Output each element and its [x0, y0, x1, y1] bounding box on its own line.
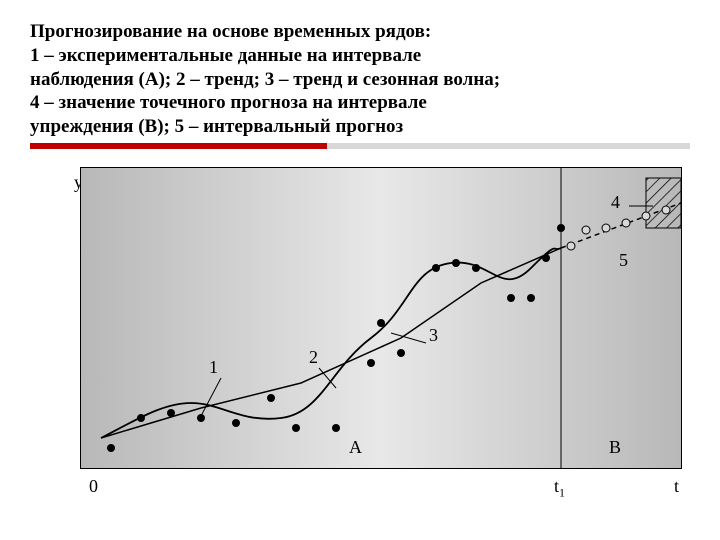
t1-sub: 1 — [559, 485, 565, 499]
title-line-3: наблюдения (А); 2 – тренд; 3 – тренд и с… — [30, 69, 500, 90]
origin-text: 0 — [89, 476, 98, 496]
label-1: 1 — [209, 358, 218, 376]
label-A: A — [349, 438, 362, 456]
t1-label: t1 — [550, 477, 569, 499]
title-line-5: упреждения (В); 5 – интервальный прогноз — [30, 116, 403, 137]
label-5: 5 — [619, 251, 628, 269]
slide-title: Прогнозирование на основе временных рядо… — [30, 20, 690, 139]
title-line-4: 4 – значение точечного прогноза на интер… — [30, 92, 427, 113]
chart-svg — [81, 168, 681, 468]
label-B: B — [609, 438, 621, 456]
title-underline — [30, 143, 690, 149]
title-line-1: Прогнозирование на основе временных рядо… — [30, 21, 431, 42]
label-2: 2 — [309, 348, 318, 366]
t-end-label: t — [670, 477, 683, 495]
label-4: 4 — [611, 193, 620, 211]
label-3: 3 — [429, 326, 438, 344]
t-end-text: t — [674, 476, 679, 496]
title-line-2: 1 – экспериментальные данные на интервал… — [30, 45, 421, 66]
origin-label: 0 — [85, 477, 102, 495]
chart-container: yt 0 t1 t 1 2 3 4 5 A B — [30, 167, 680, 527]
chart-plot-area: 1 2 3 4 5 A B — [80, 167, 682, 469]
